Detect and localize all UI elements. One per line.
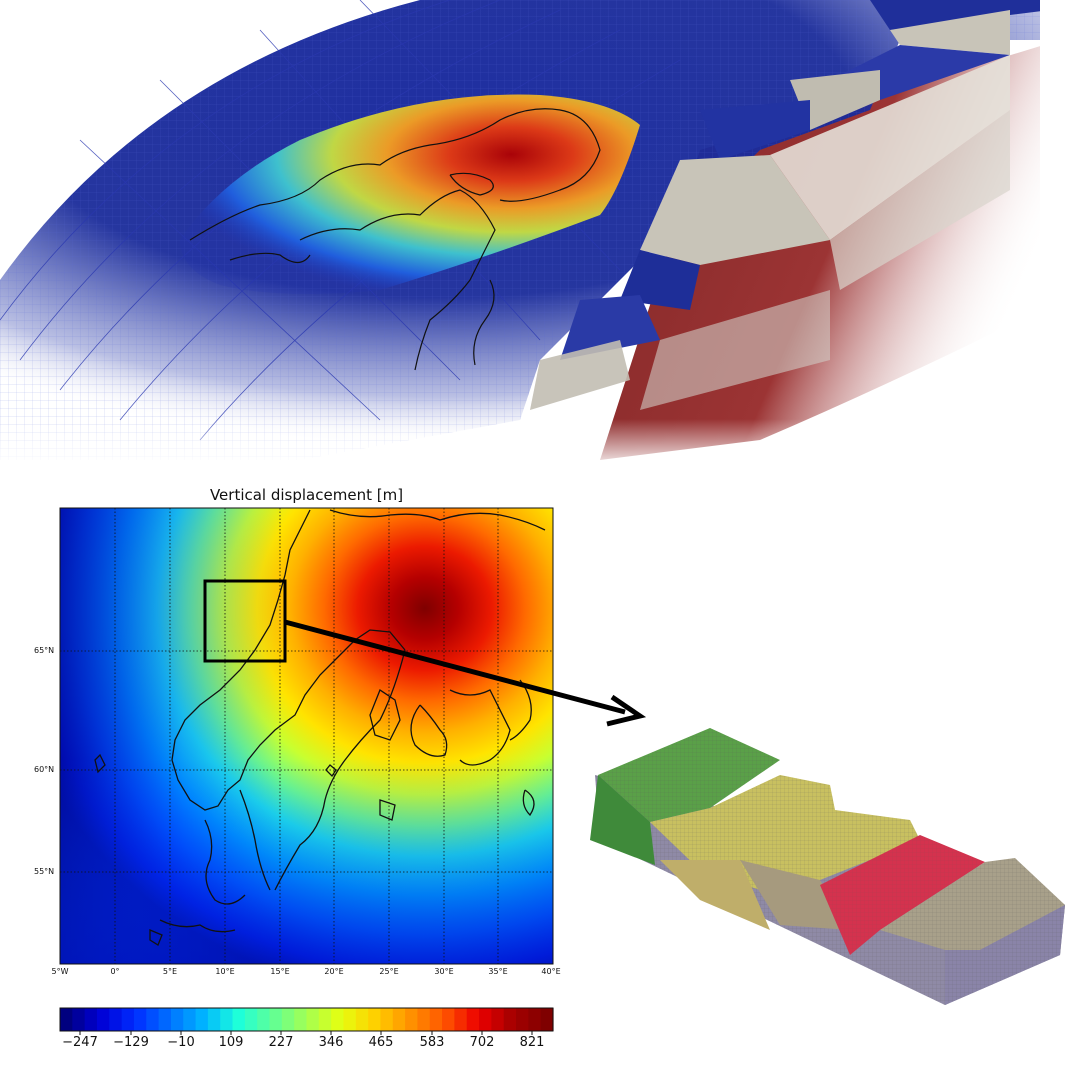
colorbar-segment — [392, 1008, 406, 1031]
colorbar — [59, 1007, 554, 1035]
map-title: Vertical displacement [m] — [209, 486, 404, 504]
colorbar-segment — [454, 1008, 468, 1031]
colorbar-segment — [355, 1008, 369, 1031]
colorbar-border — [59, 1007, 554, 1032]
lon-label: 0° — [110, 967, 120, 976]
lon-label: 15°E — [270, 967, 290, 976]
lon-label: 5°E — [162, 967, 178, 976]
colorbar-segment — [195, 1008, 209, 1031]
zoom-arrow-line — [284, 619, 626, 715]
colorbar-segment — [380, 1008, 394, 1031]
zoom-arrow-head — [606, 694, 647, 727]
colorbar-segment — [207, 1008, 221, 1031]
colorbar-tick: 346 — [318, 1035, 344, 1050]
colorbar-segment — [84, 1008, 98, 1031]
colorbar-segment — [257, 1008, 271, 1031]
fault-block-mesh — [590, 728, 1065, 1005]
colorbar-segment — [244, 1008, 258, 1031]
lon-label: 40°E — [541, 967, 561, 976]
colorbar-segment — [405, 1008, 419, 1031]
displacement-map — [59, 507, 647, 965]
colorbar-segment — [368, 1008, 382, 1031]
colorbar-segment — [170, 1008, 184, 1031]
colorbar-segment — [528, 1008, 542, 1031]
colorbar-segment — [220, 1008, 234, 1031]
selection-box — [203, 579, 287, 663]
colorbar-segment — [121, 1008, 135, 1031]
lon-label: 10°E — [215, 967, 235, 976]
lon-label: 35°E — [488, 967, 508, 976]
colorbar-tick: −247 — [62, 1035, 98, 1050]
colorbar-tick: 465 — [368, 1035, 394, 1050]
colorbar-segment — [146, 1008, 160, 1031]
colorbar-segment — [306, 1008, 320, 1031]
lat-label-55: 55°N — [34, 867, 55, 876]
coastlines — [94, 509, 546, 946]
colorbar-segment — [318, 1008, 332, 1031]
globe-mesh-render — [0, 0, 1078, 470]
colorbar-segment — [466, 1008, 480, 1031]
colorbar-segment — [331, 1008, 345, 1031]
colorbar-segment — [60, 1008, 73, 1031]
colorbar-segment — [133, 1008, 147, 1031]
lon-label: 5°W — [51, 967, 69, 976]
colorbar-segment — [269, 1008, 283, 1031]
colorbar-tick: −129 — [113, 1035, 149, 1050]
colorbar-segment — [232, 1008, 246, 1031]
colorbar-segment — [417, 1008, 431, 1031]
colorbar-segment — [294, 1008, 308, 1031]
colorbar-segment — [72, 1008, 86, 1031]
colorbar-segment — [516, 1008, 529, 1031]
displacement-heatmap-3d — [180, 94, 640, 294]
colorbar-tick: 109 — [218, 1035, 244, 1050]
colorbar-segment — [429, 1008, 443, 1031]
colorbar-segment — [442, 1008, 455, 1031]
colorbar-segment — [183, 1008, 197, 1031]
colorbar-segment — [479, 1008, 492, 1031]
colorbar-tick: 702 — [469, 1035, 495, 1050]
lon-label: 30°E — [434, 967, 454, 976]
colorbar-segment — [540, 1008, 554, 1031]
lon-label: 20°E — [324, 967, 344, 976]
colorbar-tick: 583 — [419, 1035, 445, 1050]
colorbar-tick: 227 — [268, 1035, 294, 1050]
colorbar-segment — [343, 1008, 357, 1031]
colorbar-tick: 821 — [519, 1035, 545, 1050]
lat-label-65: 65°N — [34, 646, 55, 655]
colorbar-tick: −10 — [167, 1035, 195, 1050]
colorbar-segment — [96, 1008, 110, 1031]
colorbar-segment — [109, 1008, 123, 1031]
colorbar-segment — [491, 1008, 505, 1031]
colorbar-segment — [281, 1008, 295, 1031]
colorbar-segment — [158, 1008, 172, 1031]
lat-label-60: 60°N — [34, 765, 55, 774]
colorbar-segment — [503, 1008, 517, 1031]
lon-label: 25°E — [379, 967, 399, 976]
